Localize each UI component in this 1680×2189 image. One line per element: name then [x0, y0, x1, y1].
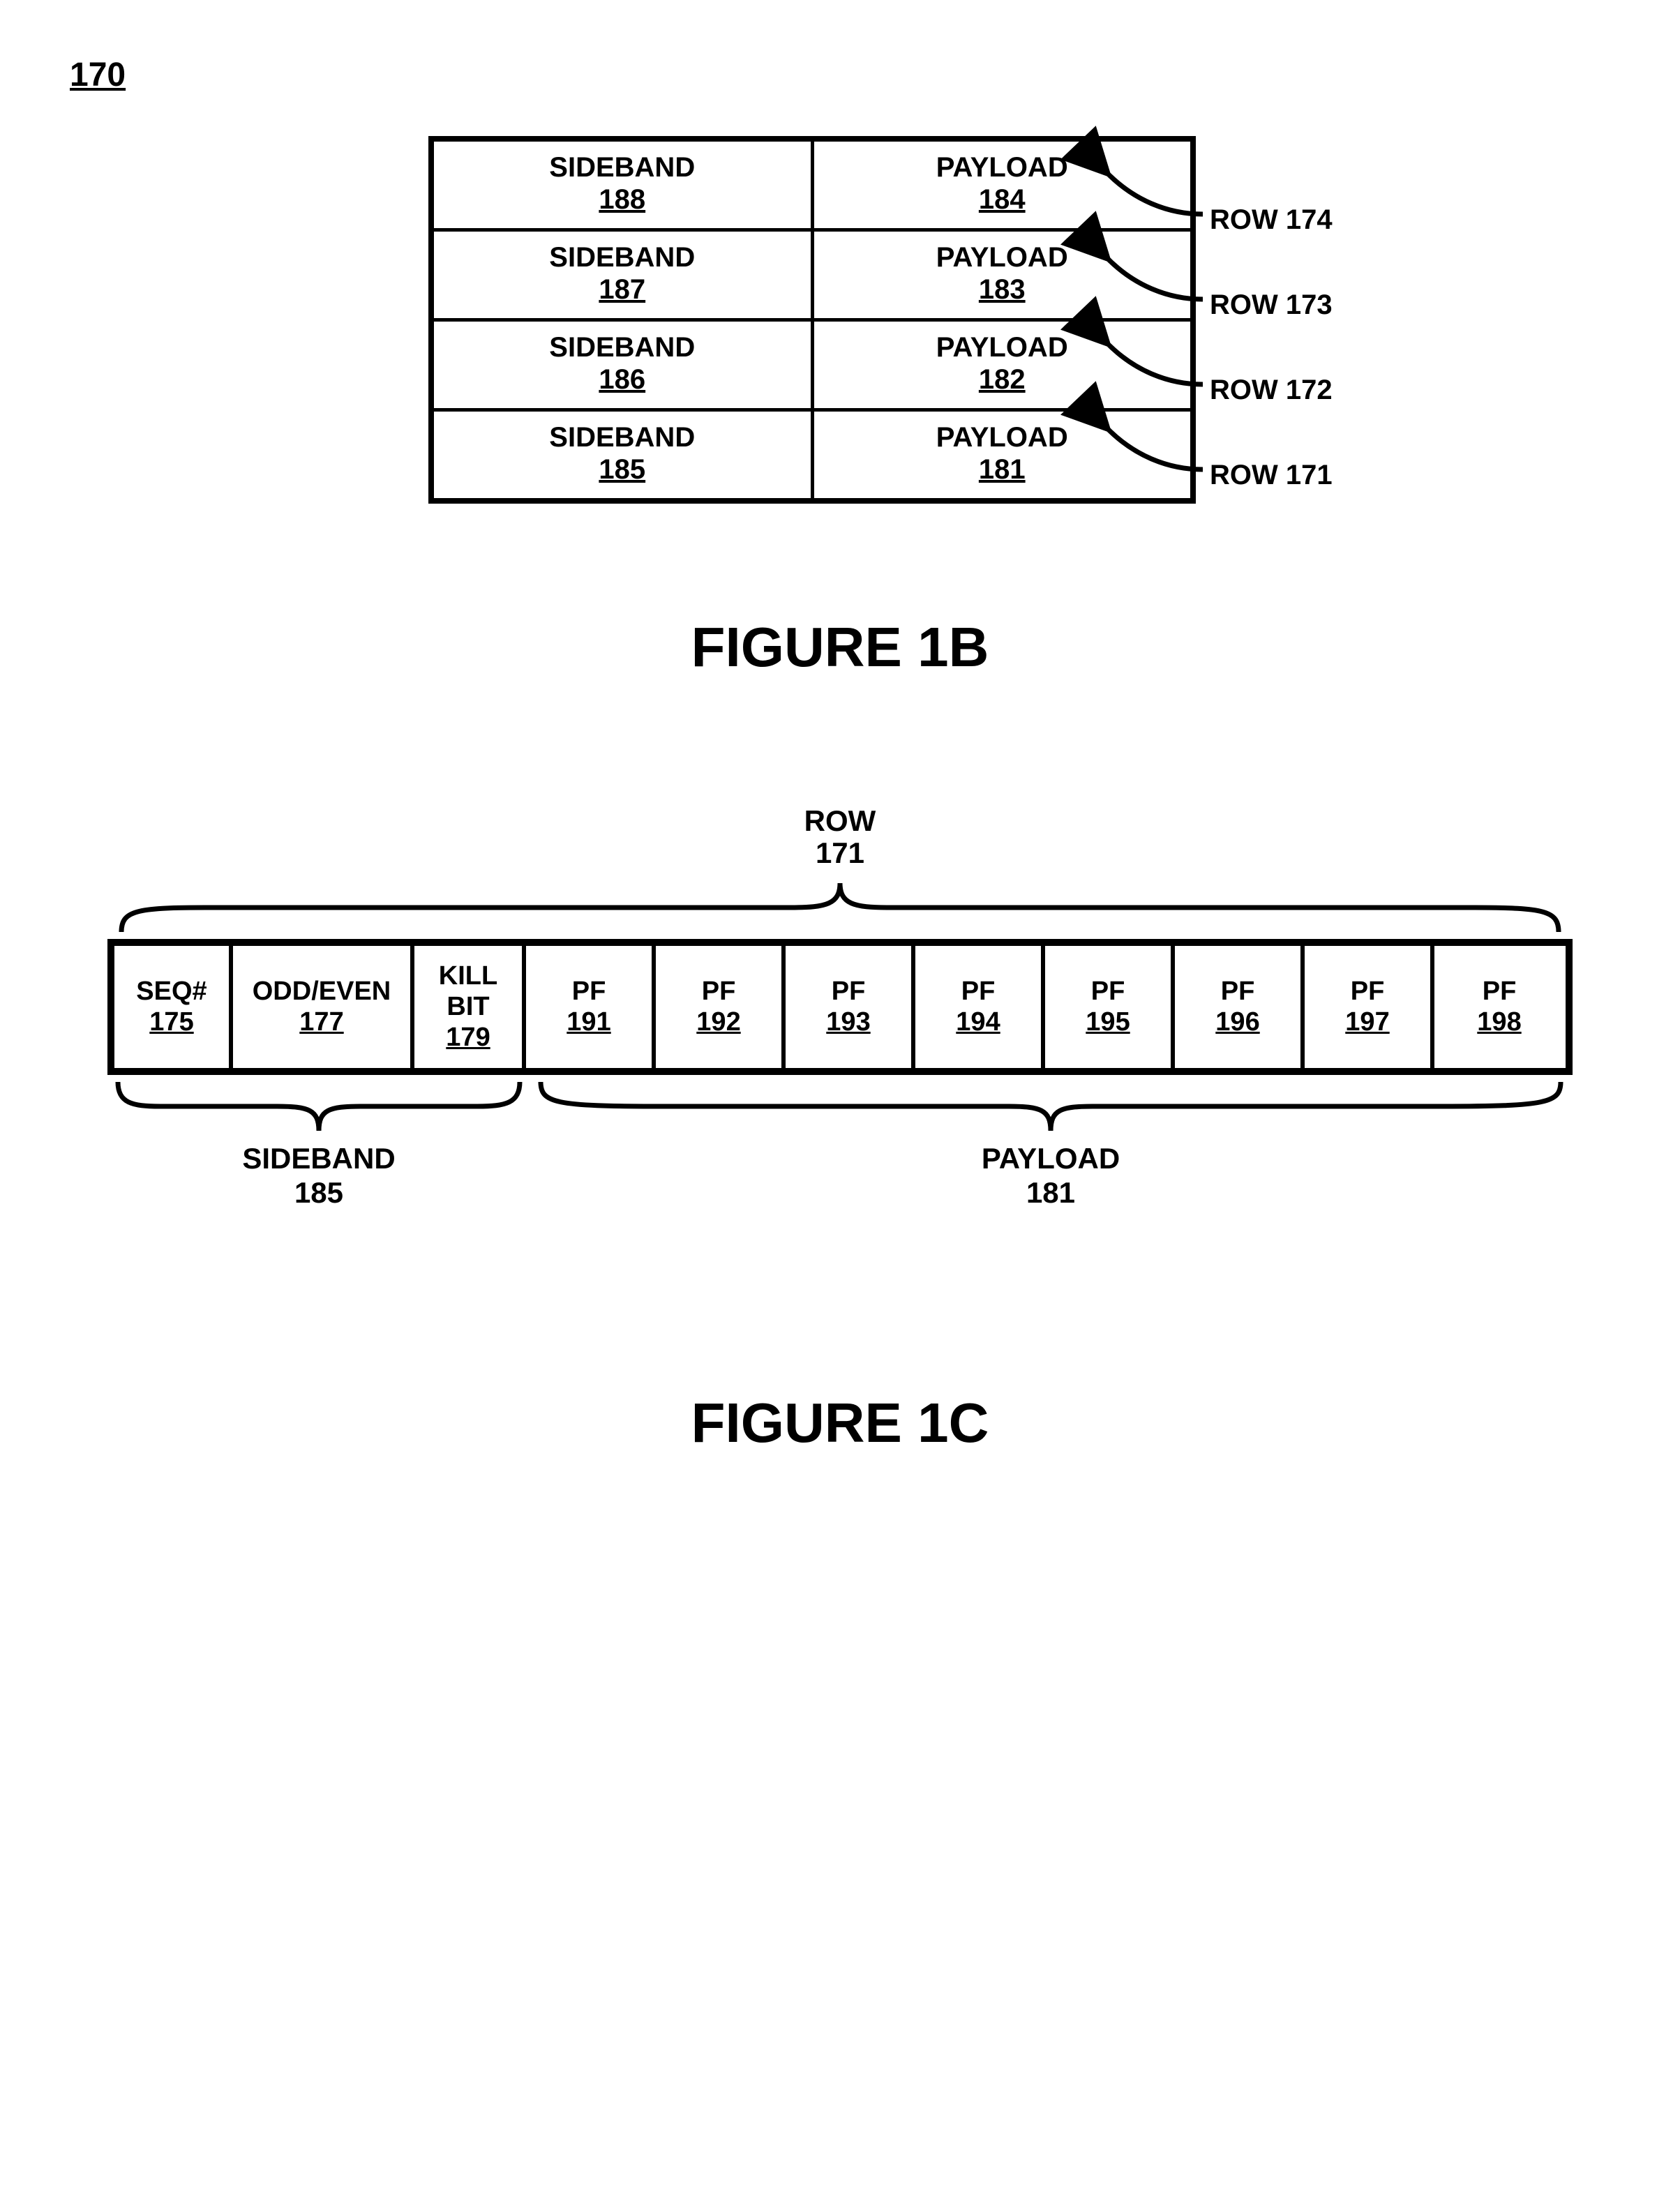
table-row: SIDEBAND185PAYLOAD181 [434, 412, 1190, 498]
sideband-group-label: SIDEBAND185 [242, 1142, 395, 1210]
figure-1b: SIDEBAND188PAYLOAD184SIDEBAND187PAYLOAD1… [317, 136, 1363, 504]
top-brace [107, 876, 1573, 939]
row-annotation: ROW 172 [1210, 341, 1333, 373]
sideband-cell: SIDEBAND187 [434, 232, 814, 318]
sideband-cell: SIDEBAND186 [434, 322, 814, 408]
table-row: SIDEBAND188PAYLOAD184 [434, 142, 1190, 232]
figure-1b-title: FIGURE 1B [70, 615, 1610, 679]
figure-1c-title: FIGURE 1C [70, 1391, 1610, 1455]
page-reference-number: 170 [70, 56, 1610, 94]
payload-field-cell: PF192 [656, 946, 786, 1068]
figure-1c: ROW 171 SEQ#175ODD/EVEN177KILLBIT179PF19… [107, 805, 1573, 1210]
sideband-cell: SIDEBAND185 [434, 412, 814, 498]
payload-field-cell: PF198 [1434, 946, 1564, 1068]
figure-1c-table: SEQ#175ODD/EVEN177KILLBIT179PF191PF192PF… [107, 939, 1573, 1075]
bottom-brace [107, 1075, 530, 1138]
sideband-cell: SIDEBAND188 [434, 142, 814, 228]
figure-1b-table: SIDEBAND188PAYLOAD184SIDEBAND187PAYLOAD1… [428, 136, 1196, 504]
payload-field-cell: PF194 [915, 946, 1045, 1068]
row-annotation: ROW 174 [1210, 171, 1333, 202]
table-row: SIDEBAND186PAYLOAD182 [434, 322, 1190, 412]
row-annotation: ROW 171 [1210, 426, 1333, 458]
sideband-field-cell: SEQ#175 [114, 946, 233, 1068]
row-label: ROW [107, 805, 1573, 837]
table-row: SIDEBAND187PAYLOAD183 [434, 232, 1190, 322]
row-number: 171 [107, 837, 1573, 869]
payload-group-label: PAYLOAD181 [982, 1142, 1120, 1210]
payload-field-cell: PF193 [786, 946, 915, 1068]
sideband-brace-group: SIDEBAND185 [107, 1075, 530, 1210]
figure-1c-top-label: ROW 171 [107, 805, 1573, 869]
sideband-field-cell: ODD/EVEN177 [233, 946, 414, 1068]
row-annotation: ROW 173 [1210, 256, 1333, 287]
payload-field-cell: PF191 [526, 946, 656, 1068]
payload-field-cell: PF196 [1175, 946, 1305, 1068]
payload-brace-group: PAYLOAD181 [530, 1075, 1571, 1210]
bottom-brace [530, 1075, 1571, 1138]
payload-field-cell: PF197 [1305, 946, 1434, 1068]
sideband-field-cell: KILLBIT179 [414, 946, 526, 1068]
payload-field-cell: PF195 [1045, 946, 1175, 1068]
